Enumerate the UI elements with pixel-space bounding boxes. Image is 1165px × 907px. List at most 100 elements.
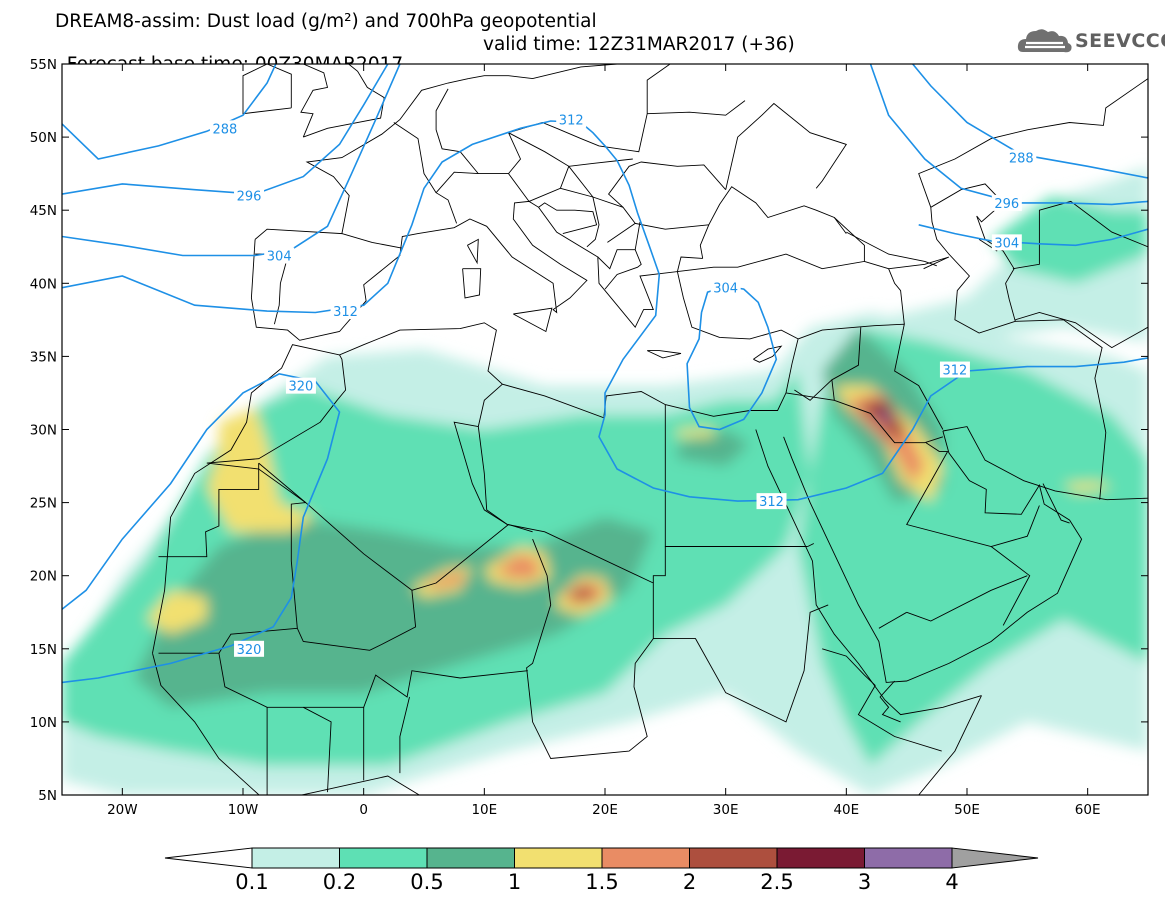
boundary-line-7 — [254, 78, 469, 240]
boundary-line-1 — [152, 653, 421, 795]
boundary-line-53 — [1015, 312, 1148, 349]
map-title: DREAM8-assim: Dust load (g/m²) and 700hP… — [55, 11, 597, 32]
contour-label: 320 — [237, 643, 262, 658]
colorbar-segment — [426, 847, 515, 869]
logo-text: SEEVCCC — [1075, 30, 1165, 52]
contour-label: 304 — [713, 282, 738, 297]
contour-label: 288 — [1009, 152, 1034, 167]
boundary-line-50 — [857, 685, 942, 752]
axis-ticks: 5N 10N 15N 20N 25N 30N 35N 40N 45N 50N 55N 20W 10W 0 1… — [30, 57, 1148, 818]
colorbar-label: 0.1 — [235, 870, 269, 894]
boundary-line-55 — [918, 78, 1148, 208]
lat-label: 40N — [30, 276, 57, 292]
lat-label: 30N — [30, 423, 57, 439]
boundary-line-5 — [900, 695, 982, 795]
boundary-line-6 — [250, 200, 799, 341]
boundary-line-17 — [462, 268, 482, 299]
boundary-line-42 — [864, 260, 889, 270]
boundary-line-3 — [783, 430, 1083, 683]
boundary-line-23 — [477, 383, 503, 427]
geopotential-contour-6 — [912, 64, 1148, 179]
boundary-line-12 — [300, 64, 329, 138]
contour-label: 320 — [289, 380, 314, 395]
boundary-line-43 — [925, 442, 948, 452]
boundary-line-66 — [508, 132, 522, 174]
lat-label: 20N — [30, 569, 57, 585]
contour-label-bg — [756, 493, 787, 510]
boundary-line-4 — [942, 426, 1148, 501]
colorbar-label: 0.2 — [322, 870, 357, 894]
colorbar-segment — [864, 847, 953, 869]
boundary-line-20 — [158, 463, 260, 558]
contour-label-bg — [991, 234, 1022, 251]
boundary-line-10 — [1042, 483, 1070, 524]
lat-label: 50N — [30, 130, 57, 146]
boundary-line-68 — [567, 158, 633, 198]
boundary-line-19 — [468, 64, 618, 80]
boundary-line-21 — [258, 462, 417, 651]
lat-label: 15N — [30, 642, 57, 658]
lat-label: 35N — [30, 349, 57, 365]
contour-label-bg — [1006, 149, 1037, 166]
boundary-line-61 — [597, 249, 642, 290]
boundary-line-49 — [822, 648, 876, 686]
contour-label: 304 — [994, 236, 1019, 251]
colorbar-label: 2 — [682, 870, 697, 894]
boundary-line-58 — [676, 256, 703, 272]
contour-label: 288 — [212, 122, 237, 137]
lon-label: 40E — [833, 802, 859, 818]
boundary-line-47 — [878, 611, 907, 629]
boundary-line-33 — [399, 696, 410, 774]
colorbar-low-arrow — [164, 847, 253, 869]
boundary-line-37 — [785, 392, 944, 444]
boundary-line-26 — [411, 524, 533, 591]
boundary-line-51 — [1015, 319, 1107, 500]
boundary-line-39 — [831, 327, 862, 401]
boundary-line-48 — [879, 680, 901, 723]
dust-region-20 — [568, 587, 596, 601]
boundary-line-65 — [393, 122, 437, 193]
lon-label: 60E — [1075, 802, 1101, 818]
valid-time: valid time: 12Z31MAR2017 (+36) — [483, 34, 795, 55]
lat-label: 55N — [30, 57, 57, 73]
colorbar-label: 3 — [857, 870, 872, 894]
boundary-line-11 — [303, 64, 385, 138]
colorbar-segment — [601, 847, 690, 869]
country-borders — [152, 64, 1148, 795]
lat-label: 45N — [30, 203, 57, 219]
boundary-line-60 — [607, 161, 727, 224]
contour-label-bg — [556, 111, 587, 128]
geopotential-contour-1 — [62, 64, 389, 195]
contour-label-bg — [264, 247, 295, 264]
geopotential-contour-8 — [918, 224, 1148, 247]
boundary-line-59 — [607, 222, 709, 243]
boundary-line-72 — [725, 102, 848, 190]
contour-label-bg — [234, 187, 265, 204]
boundary-line-8 — [677, 186, 865, 273]
dust-region-19 — [846, 392, 925, 484]
geopotential-contour-5 — [62, 373, 341, 684]
cloud-logo-icon — [1017, 29, 1072, 53]
boundary-line-15 — [647, 350, 682, 359]
lon-label: 20E — [592, 802, 618, 818]
colorbar-segment — [514, 847, 603, 869]
lon-label: 0 — [359, 802, 368, 818]
lat-label: 10N — [30, 715, 57, 731]
boundary-line-25 — [453, 421, 508, 525]
boundary-line-62 — [634, 221, 641, 250]
contour-label-bg — [209, 120, 240, 137]
boundary-line-73 — [647, 100, 746, 116]
dust-region-7 — [677, 429, 750, 467]
contour-label-bg — [710, 279, 741, 296]
dust-region-8 — [206, 407, 316, 532]
contour-label-bg — [939, 361, 970, 378]
boundary-line-52 — [1012, 200, 1148, 270]
boundary-line-14 — [753, 345, 783, 363]
boundary-line-28 — [652, 546, 666, 583]
seevccc-logo: SEEVCCC — [1017, 24, 1165, 58]
colorbar-segment — [251, 847, 340, 869]
contour-label: 296 — [994, 197, 1019, 212]
boundary-line-57 — [833, 217, 847, 234]
boundary-line-18 — [467, 238, 479, 265]
lon-label: 20W — [107, 802, 138, 818]
